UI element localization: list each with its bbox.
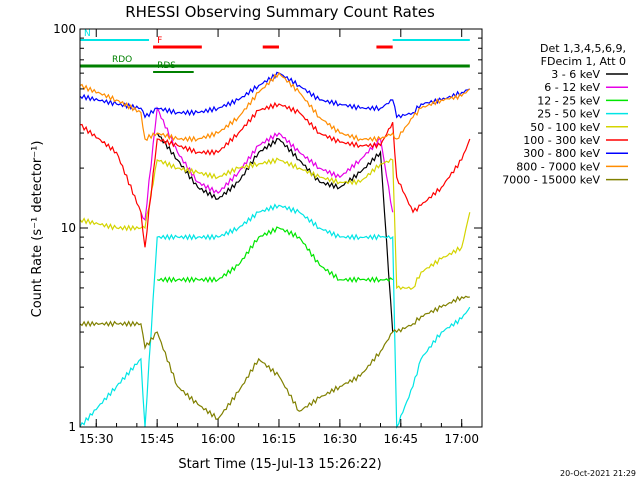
series-layer <box>79 71 471 430</box>
legend-label: 6 - 12 keV <box>544 81 600 94</box>
legend-label: 800 - 7000 keV <box>516 160 600 173</box>
legend-header: Det 1,3,4,5,6,9, <box>540 42 626 55</box>
y-tick-label: 1 <box>68 420 76 434</box>
x-tick-label: 16:00 <box>201 432 236 446</box>
series-line-12-25-kev <box>157 226 394 284</box>
legend-label: 100 - 300 keV <box>523 134 600 147</box>
series-line-800-7000-kev <box>79 72 471 143</box>
chart-title: RHESSI Observing Summary Count Rates <box>125 3 435 21</box>
y-axis-label: Count Rate (s⁻¹ detector⁻¹) <box>30 141 45 318</box>
axes-layer: 15:30 15:45 16:00 16:15 16:30 16:45 17:00 1 10 10… <box>53 22 483 446</box>
x-tick-label: 16:30 <box>323 432 358 446</box>
legend: Det 1,3,4,5,6,9,FDecim 1, Att 03 - 6 keV… <box>502 42 628 187</box>
flags-layer: N F RDO RDS <box>80 29 470 73</box>
legend-label: 7000 - 15000 keV <box>502 174 600 187</box>
flag-label-n: N <box>84 29 91 39</box>
legend-header: FDecim 1, Att 0 <box>541 55 626 68</box>
series-line-7000-15000-kev <box>79 295 470 421</box>
x-tick-label: 16:45 <box>383 432 418 446</box>
series-line-3-6-kev <box>156 132 394 333</box>
series-line-100-300-kev <box>79 101 471 248</box>
series-line-25-50-kev <box>79 203 471 430</box>
x-tick-label: 15:30 <box>79 432 114 446</box>
legend-label: 25 - 50 keV <box>537 108 600 121</box>
x-axis-label: Start Time (15-Jul-13 15:26:22) <box>178 457 381 472</box>
timestamp: 20-Oct-2021 21:29 <box>560 469 636 478</box>
flag-label-rdo: RDO <box>112 55 132 65</box>
x-tick-label: 17:00 <box>444 432 479 446</box>
x-tick-label: 15:45 <box>140 432 175 446</box>
legend-label: 300 - 800 keV <box>523 147 600 160</box>
legend-label: 50 - 100 keV <box>530 121 600 134</box>
x-tick-label: 16:15 <box>262 432 297 446</box>
y-tick-label: 100 <box>53 22 76 36</box>
series-line-6-12-kev <box>140 106 394 222</box>
series-line-50-100-kev <box>79 157 471 291</box>
y-tick-label: 10 <box>61 221 76 235</box>
series-line-300-800-kev <box>79 71 471 119</box>
flag-label-f: F <box>157 36 162 46</box>
flag-label-rds: RDS <box>157 61 176 71</box>
legend-label: 3 - 6 keV <box>551 68 600 81</box>
legend-label: 12 - 25 keV <box>537 94 600 107</box>
